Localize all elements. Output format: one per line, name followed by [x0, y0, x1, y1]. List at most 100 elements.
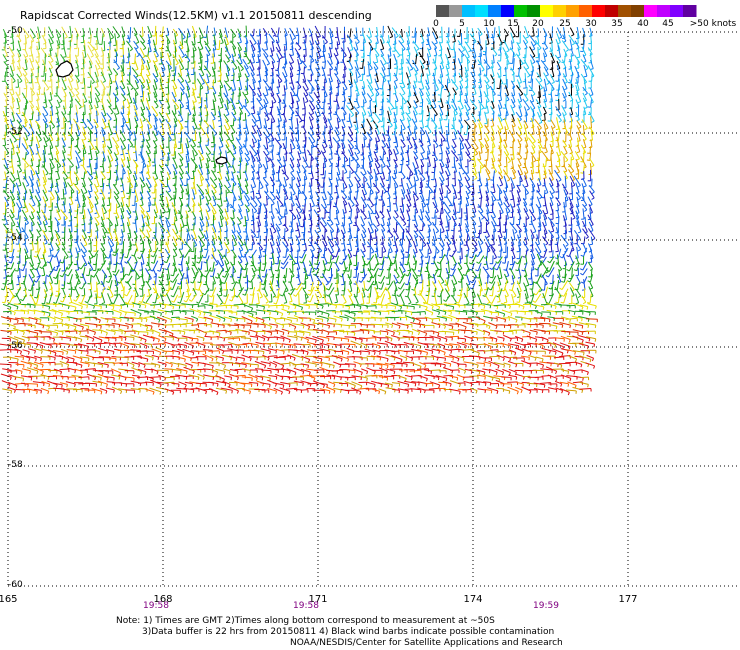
wind-barb-tick: [18, 170, 22, 173]
wind-barb: [454, 177, 456, 186]
wind-barb: [141, 84, 144, 97]
wind-barb: [406, 40, 410, 50]
wind-barb: [480, 143, 483, 153]
wind-barb-tick: [272, 101, 277, 104]
wind-barb: [543, 182, 549, 193]
wind-barb-tick: [349, 49, 353, 51]
wind-barb: [31, 137, 33, 146]
wind-barb: [374, 48, 380, 56]
wind-barb: [134, 117, 139, 127]
wind-barb: [307, 79, 315, 90]
wind-barb: [291, 97, 294, 108]
wind-barb: [290, 191, 293, 200]
wind-barb: [402, 54, 404, 64]
wind-barb: [217, 105, 222, 117]
wind-barb: [459, 85, 463, 95]
wind-barb: [369, 175, 372, 188]
wind-barb: [542, 47, 548, 57]
wind-barb: [87, 126, 93, 133]
wind-barb: [154, 171, 159, 179]
wind-barb: [68, 78, 73, 90]
wind-barb: [158, 111, 165, 121]
wind-barb: [271, 149, 274, 160]
wind-barb: [154, 25, 157, 37]
wind-barb: [393, 111, 397, 123]
wind-barb-tick: [136, 54, 140, 58]
wind-barb: [5, 124, 8, 136]
wind-barb: [61, 78, 67, 90]
wind-barb: [412, 40, 420, 50]
wind-barb: [451, 138, 457, 147]
wind-barb: [252, 190, 255, 199]
wind-barb: [5, 85, 8, 95]
wind-barb: [61, 137, 66, 147]
wind-barb-tick: [422, 61, 426, 65]
wind-barb: [469, 33, 477, 42]
wind-barb: [517, 98, 522, 108]
wind-barb-tick: [565, 159, 569, 163]
wind-barb: [44, 92, 47, 103]
wind-barb-tick: [63, 56, 67, 58]
wind-barb: [48, 60, 54, 68]
wind-barb: [64, 122, 66, 135]
wind-barb-tick: [6, 197, 10, 201]
wind-barb-tick: [154, 177, 158, 180]
wind-barb-tick: [407, 112, 411, 115]
wind-barb-tick: [254, 210, 258, 214]
wind-barb: [115, 80, 119, 89]
wind-barb: [406, 176, 413, 188]
wind-barb: [465, 185, 471, 193]
wind-barb: [502, 169, 511, 180]
wind-barb: [140, 155, 147, 167]
wind-barb: [317, 124, 320, 135]
wind-barb: [554, 169, 562, 181]
wind-barb: [231, 177, 237, 185]
wind-barb: [354, 66, 361, 77]
wind-barb: [25, 85, 28, 98]
wind-barb: [245, 184, 249, 194]
wind-barb: [504, 103, 509, 116]
wind-barb: [133, 182, 137, 193]
wind-barb: [121, 71, 124, 82]
wind-barb: [209, 124, 218, 135]
wind-barb: [348, 144, 354, 155]
wind-barb: [171, 91, 177, 102]
wind-barb: [239, 80, 243, 90]
wind-barb: [186, 150, 190, 162]
wind-barb: [564, 175, 567, 188]
wind-barb: [485, 27, 490, 38]
wind-barb: [506, 164, 508, 174]
wind-barb: [343, 112, 346, 120]
wind-barb: [161, 159, 164, 167]
wind-barb-tick: [267, 135, 271, 138]
wind-barb-tick: [154, 60, 158, 63]
wind-barb-tick: [290, 61, 294, 64]
wind-barb: [328, 52, 333, 64]
wind-barb-tick: [26, 165, 29, 168]
wind-barb: [323, 139, 328, 147]
wind-barb-tick: [251, 112, 255, 115]
wind-barb: [159, 178, 165, 186]
wind-barb: [400, 146, 404, 154]
wind-barb-tick: [110, 112, 114, 115]
wind-barb: [485, 51, 488, 63]
wind-barb: [62, 170, 69, 178]
wind-barb: [541, 150, 549, 161]
wind-barb: [290, 132, 294, 141]
wind-barb: [82, 51, 86, 64]
wind-barb: [3, 157, 9, 168]
wind-barb: [465, 111, 470, 120]
wind-barb: [244, 35, 249, 44]
wind-barb: [262, 28, 268, 35]
wind-barb-tick: [266, 159, 270, 163]
wind-barb: [504, 92, 510, 100]
wind-barb-tick: [416, 48, 420, 51]
wind-barb-tick: [351, 204, 355, 207]
wind-barb: [477, 27, 483, 35]
wind-barb-tick: [45, 113, 49, 117]
wind-barb: [213, 40, 217, 50]
wind-barb: [310, 190, 313, 199]
wind-barb: [308, 104, 315, 114]
wind-barb: [249, 40, 256, 50]
wind-barb: [277, 79, 281, 88]
